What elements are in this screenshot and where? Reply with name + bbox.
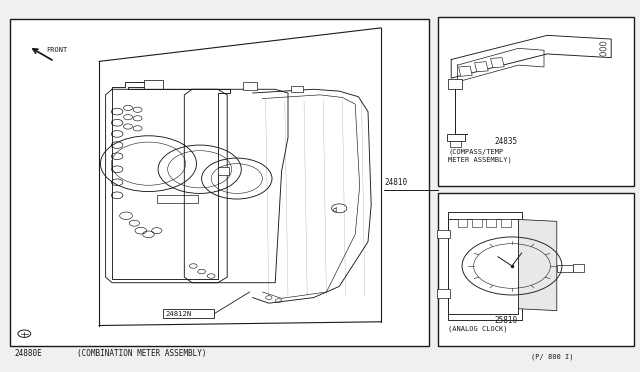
Bar bbox=[447, 134, 465, 141]
Text: (COMPASS/TEMP: (COMPASS/TEMP bbox=[448, 148, 503, 155]
Text: (ANALOG CLOCK): (ANALOG CLOCK) bbox=[448, 326, 508, 333]
Bar bbox=[243, 82, 257, 90]
Bar bbox=[486, 219, 496, 227]
Bar bbox=[437, 289, 450, 298]
Text: METER ASSEMBLY): METER ASSEMBLY) bbox=[448, 157, 512, 163]
Bar bbox=[458, 219, 467, 227]
Bar bbox=[472, 219, 482, 227]
Text: (P/ 800 I): (P/ 800 I) bbox=[531, 354, 573, 360]
Bar bbox=[144, 80, 163, 89]
Bar bbox=[491, 58, 504, 68]
Text: 24812N: 24812N bbox=[165, 311, 191, 317]
Text: 24835: 24835 bbox=[494, 137, 517, 146]
Bar bbox=[557, 265, 573, 272]
Bar bbox=[450, 141, 461, 147]
Text: 24810: 24810 bbox=[384, 178, 407, 187]
Bar bbox=[10, 19, 429, 346]
Text: (COMBINATION METER ASSEMBLY): (COMBINATION METER ASSEMBLY) bbox=[77, 349, 206, 358]
Bar bbox=[448, 79, 462, 89]
Bar bbox=[437, 230, 450, 238]
Bar bbox=[438, 193, 634, 346]
Bar bbox=[448, 212, 522, 320]
Bar bbox=[448, 219, 518, 314]
Bar bbox=[163, 309, 214, 318]
Bar bbox=[459, 66, 472, 76]
Bar bbox=[475, 62, 488, 72]
Bar bbox=[438, 17, 634, 186]
Bar bbox=[291, 86, 303, 92]
Bar bbox=[157, 195, 198, 203]
Text: 25810: 25810 bbox=[494, 316, 517, 325]
Bar bbox=[218, 167, 229, 175]
Bar bbox=[501, 219, 511, 227]
Polygon shape bbox=[518, 219, 557, 311]
Text: d: d bbox=[333, 207, 337, 213]
Bar bbox=[573, 264, 584, 272]
Text: FRONT: FRONT bbox=[46, 47, 67, 53]
Text: 24880E: 24880E bbox=[14, 349, 42, 358]
